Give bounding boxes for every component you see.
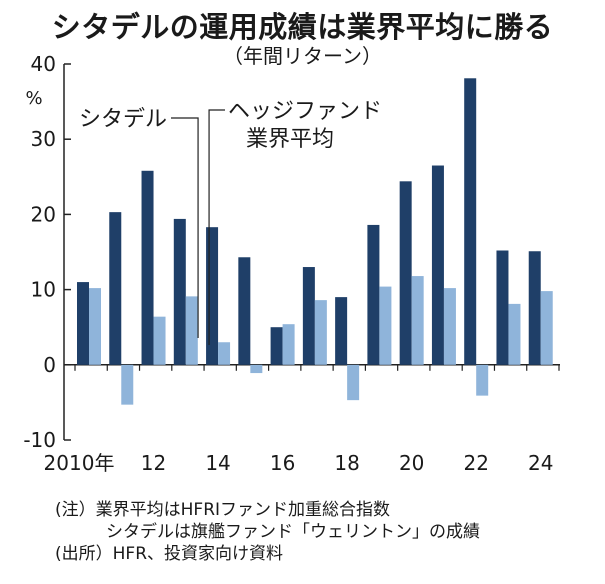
y-tick-label: 0 [43, 353, 56, 377]
x-tick-label: 2010年 [44, 451, 115, 475]
x-tick-label: 24 [528, 451, 553, 475]
bar-industry-average [250, 364, 263, 374]
bar-citadel [399, 181, 412, 365]
bar-industry-average [379, 286, 392, 365]
legend-leader-citadel [171, 117, 199, 338]
bar-citadel [109, 212, 122, 365]
bar-industry-average [540, 291, 553, 365]
x-tick-label: 16 [270, 451, 295, 475]
y-unit-label: % [25, 88, 42, 109]
bar-industry-average [508, 303, 521, 365]
bar-citadel [431, 165, 444, 365]
legend-leader-industry-average [208, 109, 225, 345]
bar-citadel [367, 224, 380, 365]
bar-citadel [141, 170, 154, 365]
bar-industry-average [476, 364, 489, 396]
source-line: (出所）HFR、投資家向け資料 [55, 544, 284, 564]
x-tick-label: 12 [141, 451, 166, 475]
bar-industry-average [411, 276, 424, 365]
y-tick-label: 10 [31, 278, 56, 302]
y-tick-label: 30 [31, 127, 56, 151]
y-tick-label: 20 [31, 202, 56, 226]
bar-citadel [335, 297, 348, 365]
x-tick-label: 20 [399, 451, 424, 475]
bar-citadel [496, 250, 509, 365]
x-tick-label: 14 [205, 451, 230, 475]
x-tick-label: 22 [463, 451, 488, 475]
bar-citadel [238, 257, 251, 365]
chart-subtitle: （年間リターン） [223, 44, 382, 68]
bar-industry-average [185, 296, 198, 365]
x-tick-label: 18 [334, 451, 359, 475]
legend-label-industry-average-line2: 業界平均 [246, 127, 334, 152]
bar-industry-average [153, 316, 166, 365]
bar-citadel [270, 327, 283, 365]
bar-industry-average [314, 300, 327, 365]
y-tick-label: 40 [31, 52, 56, 76]
legend-label-industry-average: ヘッジファンド [228, 99, 382, 124]
bar-citadel [173, 218, 186, 365]
bar-industry-average [347, 364, 360, 401]
bar-industry-average [218, 342, 231, 365]
bar-chart: -10 0 10 20 30 40% 2010年 12 14 16 18 20 22 24 シタデル ヘッジフ… [23, 52, 560, 475]
bar-citadel [206, 227, 219, 365]
note-line: シタデルは旗艦ファンド「ウェリントン」の成績 [106, 522, 480, 542]
bar-citadel [77, 282, 89, 365]
legend-label-citadel: シタデル [79, 107, 167, 132]
bar-citadel [302, 267, 315, 365]
chart-title: シタデルの運用成績は業界平均に勝る [51, 10, 554, 44]
y-tick-label: -10 [23, 428, 56, 452]
note-line: (注）業界平均はHFRIファンド加重総合指数 [55, 500, 391, 520]
bar-industry-average [282, 324, 295, 365]
bar-citadel [528, 251, 541, 365]
bar-industry-average [89, 288, 101, 365]
bar-industry-average [121, 364, 134, 405]
bar-industry-average [443, 288, 456, 365]
bar-citadel [464, 78, 477, 365]
